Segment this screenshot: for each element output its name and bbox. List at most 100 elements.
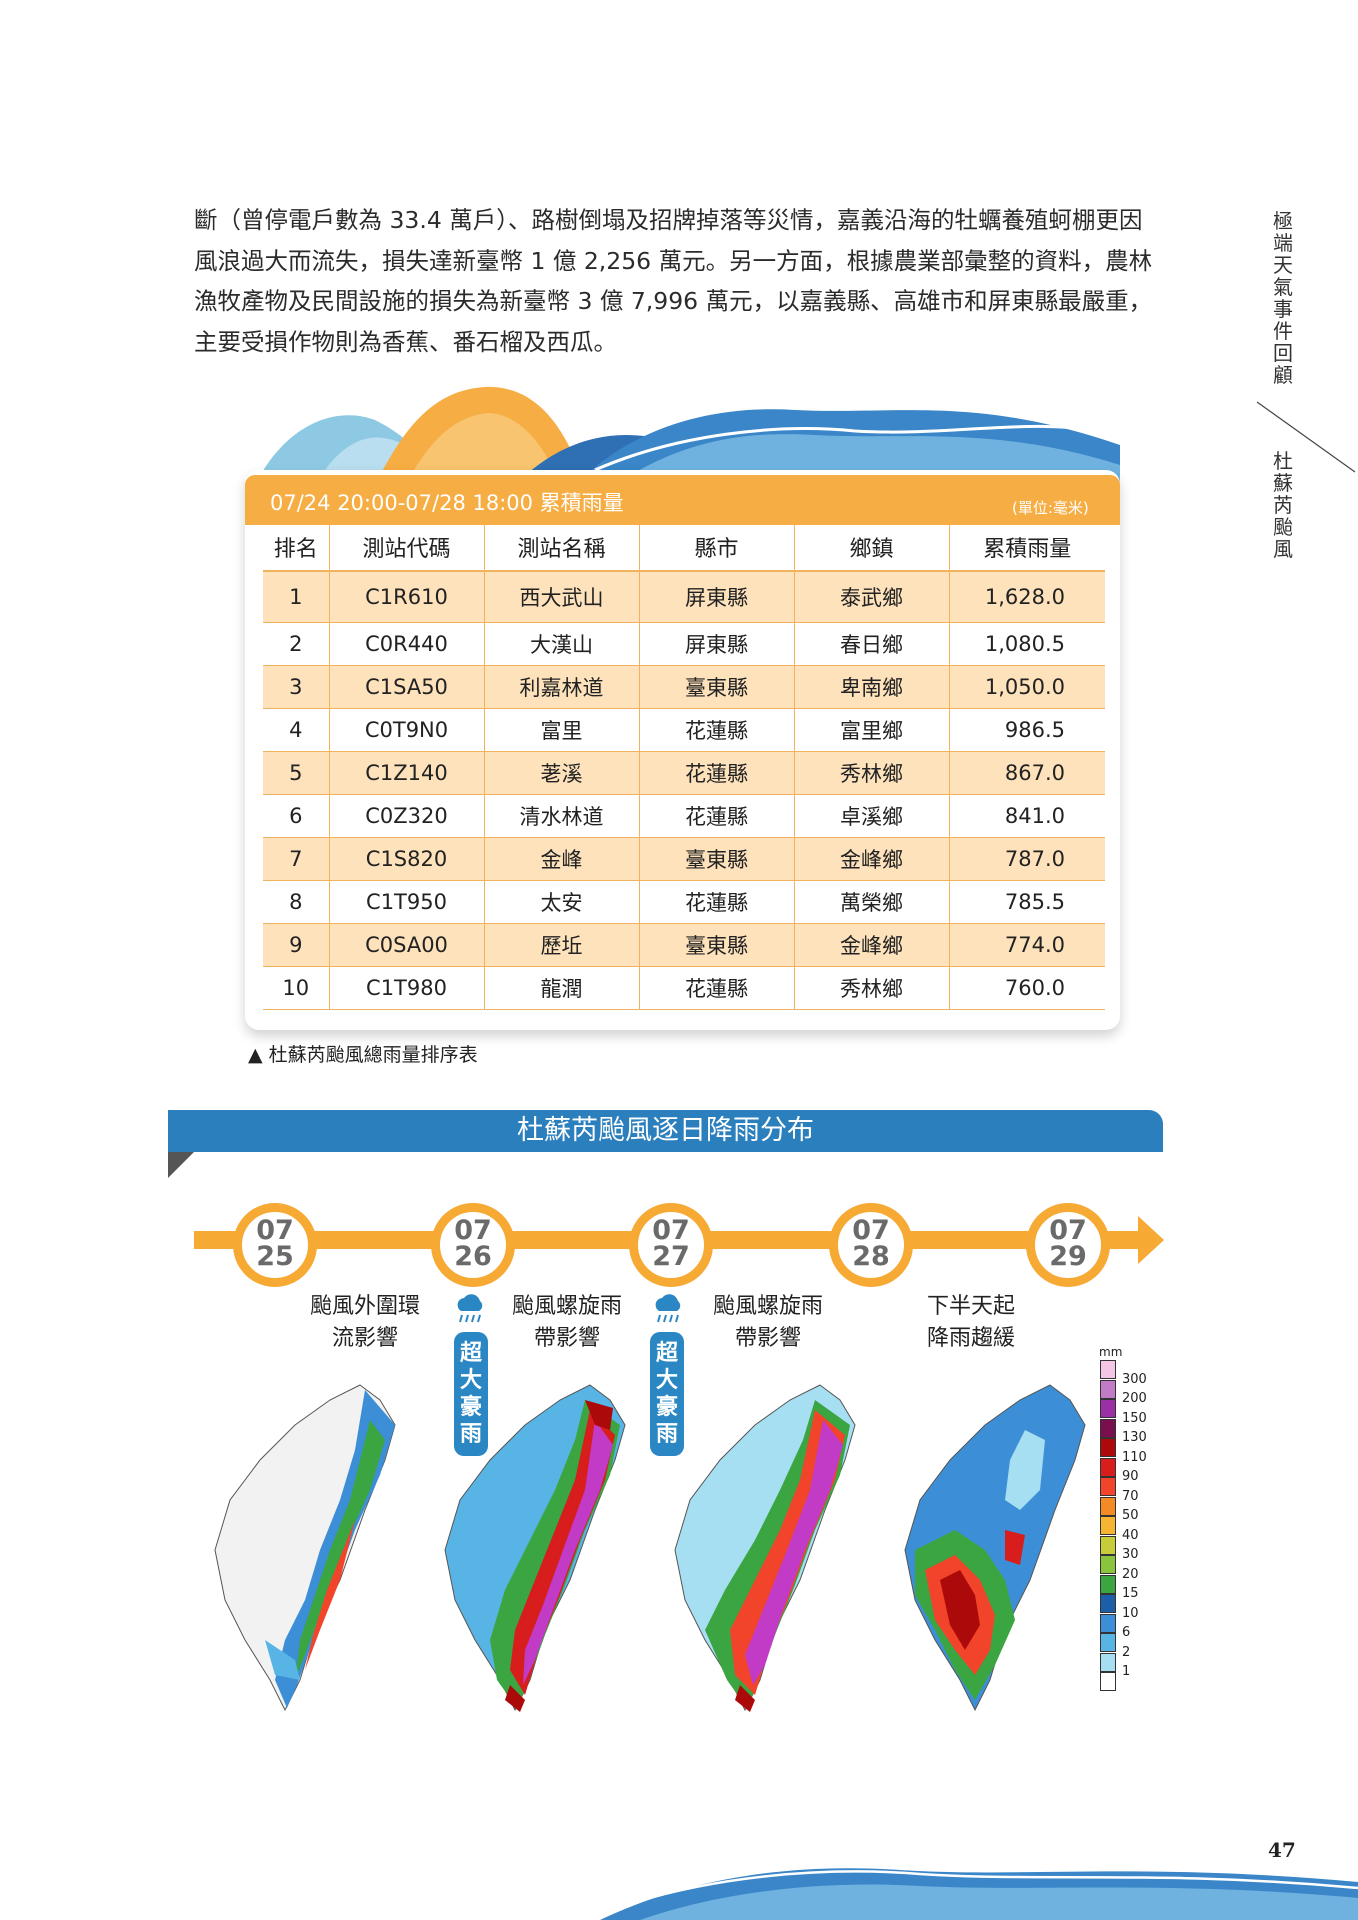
table-row: 4 C0T9N0 富里 花蓮縣 富里鄉 986.5	[263, 708, 1105, 752]
table-row: 3 C1SA50 利嘉林道 臺東縣 卑南鄉 1,050.0	[263, 665, 1105, 709]
cell-station-name: 富里	[484, 708, 640, 752]
legend-swatch	[1100, 1633, 1116, 1652]
table-row: 6 C0Z320 清水林道 花蓮縣 卓溪鄉 841.0	[263, 794, 1105, 838]
cell-rainfall: 1,628.0	[949, 571, 1105, 623]
cell-station-code: C0T9N0	[329, 708, 485, 752]
table-unit: (單位:毫米)	[1012, 499, 1089, 517]
cell-township: 富里鄉	[794, 708, 950, 752]
legend-level-label: 1	[1122, 1664, 1131, 1679]
table-row: 1 C1R610 西大武山 屏東縣 泰武鄉 1,628.0	[263, 571, 1105, 623]
legend-level-label: 300	[1122, 1371, 1147, 1387]
legend-level-label: 150	[1122, 1410, 1147, 1426]
cell-station-name: 西大武山	[484, 571, 640, 623]
cell-township: 秀林鄉	[794, 751, 950, 795]
banner-fold	[168, 1152, 194, 1178]
heavy-rain-badge: 超大豪雨	[454, 1332, 488, 1456]
cell-rank: 4	[263, 708, 330, 752]
cell-station-code: C0SA00	[329, 923, 485, 967]
legend-level-label: 50	[1122, 1508, 1139, 1523]
legend-level-label: 10	[1122, 1605, 1139, 1621]
paragraph-line: 漁牧產物及民間設施的損失為新臺幣 3 億 7,996 萬元，以嘉義縣、高雄市和屏…	[194, 287, 1153, 315]
legend-level-label: 130	[1122, 1430, 1147, 1445]
legend-swatch	[1100, 1438, 1116, 1457]
body-paragraph: 斷（曾停電戶數為 33.4 萬戶）、路樹倒塌及招牌掉落等災情，嘉義沿海的牡蠣養殖…	[194, 200, 1164, 362]
header-township: 鄉鎮	[794, 524, 950, 572]
cell-rainfall: 785.5	[949, 880, 1105, 924]
day-label-line: 降雨趨緩	[926, 1326, 1015, 1351]
cell-station-name: 利嘉林道	[484, 665, 640, 709]
day-label-line: 颱風螺旋雨	[511, 1294, 622, 1319]
legend-swatch	[1100, 1594, 1116, 1613]
cell-station-code: C0Z320	[329, 794, 485, 838]
cell-station-code: C1T980	[329, 966, 485, 1010]
paragraph-line: 風浪過大而流失，損失達新臺幣 1 億 2,256 萬元。另一方面，根據農業部彙整…	[194, 246, 1153, 275]
cell-township: 泰武鄉	[794, 571, 950, 623]
cell-township: 金峰鄉	[794, 837, 950, 881]
legend-swatch	[1100, 1457, 1116, 1477]
legend-swatch	[1100, 1360, 1116, 1379]
legend-swatch	[1100, 1613, 1116, 1633]
cell-rainfall: 841.0	[949, 794, 1105, 838]
legend-level-label: 90	[1122, 1469, 1139, 1484]
date-circle: 07 26	[431, 1203, 515, 1287]
cell-rank: 6	[263, 794, 330, 838]
table-row: 5 C1Z140 荖溪 花蓮縣 秀林鄉 867.0	[263, 751, 1105, 795]
cell-county: 花蓮縣	[639, 880, 795, 924]
legend-level-label: 200	[1122, 1391, 1147, 1406]
date-circle: 07 27	[629, 1203, 713, 1287]
side-divider-line	[1256, 401, 1356, 473]
cell-rank: 10	[263, 966, 330, 1010]
legend-swatch	[1100, 1535, 1116, 1555]
legend-level-label: 110	[1122, 1449, 1147, 1465]
cell-township: 金峰鄉	[794, 923, 950, 967]
rainfall-map-0728	[904, 1384, 1086, 1712]
legend-level-label: 40	[1122, 1527, 1139, 1543]
table-row: 8 C1T950 太安 花蓮縣 萬榮鄉 785.5	[263, 880, 1105, 924]
date-day: 25	[256, 1241, 294, 1272]
date-day: 26	[454, 1241, 492, 1272]
table-header-row: 排名 測站代碼 測站名稱 縣市 鄉鎮 累積雨量	[263, 524, 1105, 572]
date-month: 07	[1049, 1215, 1087, 1246]
cell-rank: 3	[263, 665, 330, 709]
cell-station-name: 清水林道	[484, 794, 640, 838]
cell-rank: 9	[263, 923, 330, 967]
cell-township: 卓溪鄉	[794, 794, 950, 838]
cell-county: 花蓮縣	[639, 966, 795, 1010]
day-label-line: 帶影響	[533, 1326, 600, 1351]
date-month: 07	[256, 1215, 294, 1246]
day-label: 颱風螺旋雨 帶影響	[703, 1291, 833, 1355]
date-circle: 07 29	[1026, 1203, 1110, 1287]
date-month: 07	[652, 1215, 690, 1246]
legend-swatch	[1100, 1379, 1116, 1399]
legend-swatch	[1100, 1555, 1116, 1574]
section-side-title: 極端天氣事件回顧	[1273, 209, 1293, 387]
section-banner	[168, 1110, 1163, 1152]
page-number: 47	[1268, 1838, 1296, 1862]
cell-station-code: C1SA50	[329, 665, 485, 709]
paragraph-line: 斷（曾停電戶數為 33.4 萬戶）、路樹倒塌及招牌掉落等災情，嘉義沿海的牡蠣養殖…	[194, 206, 1143, 234]
legend-swatch	[1100, 1477, 1116, 1496]
legend-swatch	[1100, 1672, 1116, 1691]
cell-county: 臺東縣	[639, 923, 795, 967]
legend-swatch	[1100, 1399, 1116, 1418]
header-county: 縣市	[639, 524, 795, 572]
day-label-line: 流影響	[331, 1326, 398, 1351]
legend-swatch	[1100, 1516, 1116, 1535]
cell-station-name: 荖溪	[484, 751, 640, 795]
cell-station-name: 龍潤	[484, 966, 640, 1010]
cell-township: 萬榮鄉	[794, 880, 950, 924]
banner-title: 杜蘇芮颱風逐日降雨分布	[517, 1115, 814, 1146]
date-day: 27	[652, 1241, 690, 1272]
cell-rainfall: 774.0	[949, 923, 1105, 967]
cell-township: 秀林鄉	[794, 966, 950, 1010]
legend-level-label: 6	[1122, 1625, 1131, 1640]
rain-cloud-icon	[457, 1294, 483, 1323]
cell-station-code: C1Z140	[329, 751, 485, 795]
legend-swatch	[1100, 1418, 1116, 1438]
cell-station-name: 歷坵	[484, 923, 640, 967]
legend-level-label: 20	[1122, 1566, 1139, 1582]
rainfall-map-0725	[214, 1384, 396, 1712]
cell-rank: 8	[263, 880, 330, 924]
cell-rank: 5	[263, 751, 330, 795]
date-day: 28	[852, 1241, 890, 1272]
